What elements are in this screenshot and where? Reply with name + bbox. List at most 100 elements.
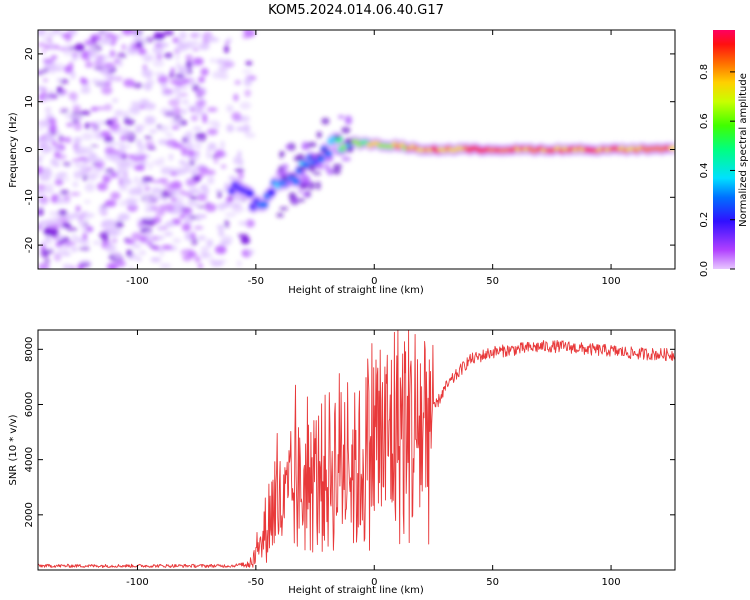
noise-speckle [120, 135, 126, 141]
noise-speckle [158, 235, 165, 240]
noise-speckle [96, 55, 104, 60]
noise-speckle [72, 104, 82, 112]
noise-speckle [132, 243, 142, 249]
noise-speckle [88, 213, 95, 218]
noise-speckle [171, 142, 183, 149]
noise-speckle [194, 256, 201, 263]
noise-speckle [117, 59, 123, 68]
noise-speckle [170, 197, 177, 203]
noise-speckle [134, 176, 140, 184]
noise-speckle [175, 77, 184, 82]
noise-speckle [56, 77, 61, 84]
noise-speckle [135, 186, 144, 196]
noise-speckle [55, 222, 61, 230]
noise-speckle [160, 166, 172, 175]
noise-speckle [93, 120, 106, 126]
noise-speckle [144, 115, 156, 125]
noise-speckle [181, 69, 190, 76]
snr-ytick-label: 4000 [24, 447, 35, 472]
noise-speckle [81, 211, 91, 220]
noise-speckle [62, 263, 71, 269]
noise-speckle [219, 204, 225, 212]
noise-speckle [42, 37, 50, 41]
noise-speckle [136, 164, 145, 172]
snr-xlabel: Height of straight line (km) [288, 585, 424, 596]
noise-speckle [121, 171, 126, 177]
colorbar-tick-label: 0.4 [699, 162, 710, 178]
noise-speckle [54, 151, 61, 159]
noise-speckle [123, 78, 135, 88]
noise-speckle [238, 221, 248, 225]
noise-speckle [182, 254, 192, 262]
noise-speckle [226, 104, 234, 113]
noise-speckle [189, 33, 199, 38]
noise-speckle [181, 148, 188, 157]
noise-speckle [161, 182, 173, 187]
noise-speckle [207, 176, 215, 185]
noise-speckle [187, 143, 194, 150]
noise-speckle [163, 89, 173, 94]
noise-speckle [61, 89, 67, 95]
noise-speckle [195, 100, 207, 107]
noise-speckle [73, 137, 80, 141]
noise-speckle [84, 182, 96, 192]
noise-speckle [116, 259, 126, 268]
noise-speckle [88, 171, 101, 179]
noise-speckle [141, 176, 154, 182]
noise-speckle [68, 91, 78, 101]
noise-speckle [151, 187, 162, 194]
noise-speckle [184, 232, 192, 241]
noise-speckle [239, 101, 252, 110]
noise-speckle [79, 239, 90, 245]
noise-speckle [164, 221, 175, 228]
noise-speckle [111, 238, 118, 244]
transition-blob [316, 131, 323, 139]
transition-blob [298, 189, 303, 194]
noise-speckle [42, 96, 53, 101]
noise-speckle [185, 130, 194, 140]
noise-speckle [95, 32, 103, 36]
noise-speckle [172, 37, 180, 44]
noise-speckle [106, 262, 119, 269]
noise-speckle [70, 71, 76, 80]
noise-speckle [233, 93, 239, 102]
noise-speckle [85, 122, 90, 130]
noise-speckle [175, 96, 181, 101]
noise-speckle [98, 79, 106, 89]
transition-blob [297, 153, 305, 162]
colorbar-tick-label: 0.0 [699, 261, 710, 277]
noise-speckle [126, 249, 133, 257]
noise-speckle [79, 222, 86, 227]
transition-blob [307, 141, 317, 148]
spectrogram-xlabel: Height of straight line (km) [288, 285, 424, 296]
noise-speckle [70, 213, 80, 218]
noise-speckle [207, 120, 220, 126]
noise-speckle [129, 106, 141, 116]
noise-speckle [73, 170, 82, 180]
noise-speckle [226, 124, 234, 133]
noise-speckle [182, 108, 187, 115]
noise-speckle [168, 153, 174, 161]
transition-blob [345, 120, 353, 125]
noise-speckle [93, 66, 105, 70]
noise-speckle [148, 161, 153, 170]
colorbar-tick-label: 0.8 [699, 64, 710, 80]
noise-speckle [242, 30, 254, 34]
noise-speckle [202, 40, 211, 44]
noise-speckle [110, 172, 118, 178]
noise-speckle [82, 232, 88, 241]
noise-speckle [68, 46, 78, 51]
noise-speckle [159, 263, 172, 268]
noise-speckle [110, 228, 123, 236]
noise-speckle [84, 39, 94, 46]
noise-speckle [232, 205, 244, 214]
noise-speckle [92, 157, 103, 163]
noise-speckle [38, 184, 47, 191]
colorbar-gradient [713, 30, 735, 269]
noise-speckle [130, 253, 139, 260]
noise-speckle [213, 158, 219, 164]
noise-speckle [86, 226, 94, 232]
noise-speckle [74, 115, 80, 123]
